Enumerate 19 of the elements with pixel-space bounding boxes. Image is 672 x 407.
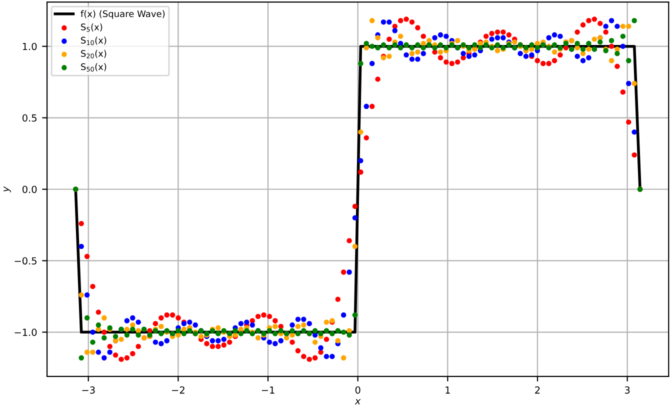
- x-tick-label: −3: [82, 386, 95, 394]
- y-tick-label: −1.0: [14, 328, 37, 336]
- y-tick-label: 0.0: [22, 186, 37, 194]
- legend-label: f(x) (Square Wave): [80, 10, 165, 19]
- y-tick-label: 0.5: [22, 114, 36, 122]
- legend-label: S$_{50}$(x): [81, 63, 106, 72]
- x-tick-label: 0: [355, 386, 360, 394]
- x-axis-title: x: [354, 399, 361, 404]
- x-tick-label: −1: [262, 386, 274, 394]
- x-tick-label: −2: [172, 386, 184, 394]
- x-tick-label: 1: [446, 386, 450, 394]
- y-axis-title: y: [4, 186, 11, 192]
- x-tick-label: 2: [535, 386, 540, 394]
- legend-label: S$_{10}$(x): [81, 36, 106, 46]
- x-tick-label: 3: [624, 386, 630, 394]
- legend-label: S$_{5}$(x): [81, 23, 102, 32]
- legend-label: S$_{20}$(x): [81, 50, 106, 58]
- y-tick-label: 1.0: [22, 42, 37, 50]
- y-tick-label: −0.5: [14, 257, 36, 265]
